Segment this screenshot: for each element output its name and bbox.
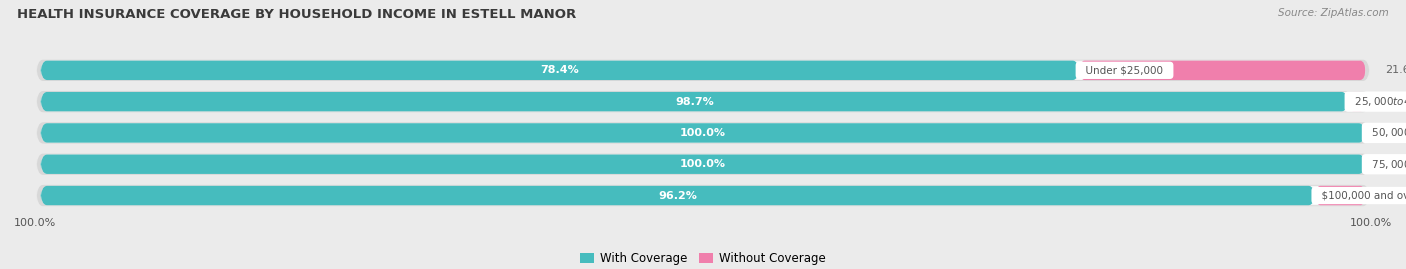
Text: $25,000 to $49,999: $25,000 to $49,999 (1348, 95, 1406, 108)
Legend: With Coverage, Without Coverage: With Coverage, Without Coverage (575, 247, 831, 269)
FancyBboxPatch shape (41, 123, 1365, 143)
FancyBboxPatch shape (37, 122, 1369, 144)
FancyBboxPatch shape (1315, 186, 1365, 205)
FancyBboxPatch shape (1348, 92, 1365, 111)
FancyBboxPatch shape (37, 154, 1369, 175)
Text: $50,000 to $74,999: $50,000 to $74,999 (1365, 126, 1406, 139)
Text: $100,000 and over: $100,000 and over (1315, 190, 1406, 200)
FancyBboxPatch shape (41, 154, 1365, 174)
Text: 1.3%: 1.3% (1385, 97, 1406, 107)
FancyBboxPatch shape (37, 60, 1369, 81)
FancyBboxPatch shape (41, 61, 1365, 80)
Text: 100.0%: 100.0% (681, 128, 725, 138)
Text: 98.7%: 98.7% (675, 97, 714, 107)
FancyBboxPatch shape (41, 186, 1365, 205)
Text: 100.0%: 100.0% (681, 159, 725, 169)
Text: 78.4%: 78.4% (540, 65, 579, 75)
FancyBboxPatch shape (41, 61, 1080, 80)
FancyBboxPatch shape (1080, 61, 1365, 80)
FancyBboxPatch shape (41, 123, 1365, 143)
Text: Under $25,000: Under $25,000 (1080, 65, 1170, 75)
Text: 96.2%: 96.2% (658, 190, 697, 200)
Text: Source: ZipAtlas.com: Source: ZipAtlas.com (1278, 8, 1389, 18)
Text: 3.8%: 3.8% (1385, 190, 1406, 200)
FancyBboxPatch shape (41, 154, 1365, 174)
Text: 100.0%: 100.0% (1350, 218, 1392, 228)
FancyBboxPatch shape (41, 92, 1365, 111)
FancyBboxPatch shape (41, 92, 1348, 111)
Text: $75,000 to $99,999: $75,000 to $99,999 (1365, 158, 1406, 171)
Text: HEALTH INSURANCE COVERAGE BY HOUSEHOLD INCOME IN ESTELL MANOR: HEALTH INSURANCE COVERAGE BY HOUSEHOLD I… (17, 8, 576, 21)
FancyBboxPatch shape (41, 186, 1315, 205)
Text: 21.6%: 21.6% (1385, 65, 1406, 75)
Text: 100.0%: 100.0% (14, 218, 56, 228)
FancyBboxPatch shape (37, 185, 1369, 206)
FancyBboxPatch shape (37, 91, 1369, 112)
